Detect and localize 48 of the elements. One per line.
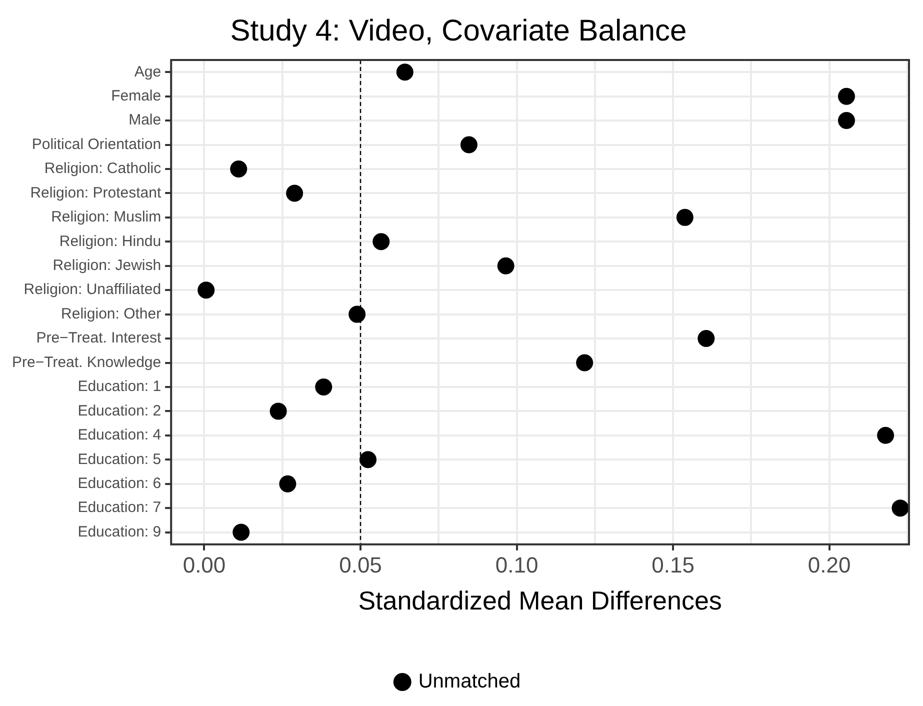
- y-tick-label: Education: 1: [78, 378, 162, 396]
- x-tick-label: 0.00: [182, 552, 226, 578]
- y-tick-label: Religion: Catholic: [44, 160, 162, 178]
- y-tick-label: Education: 2: [78, 402, 162, 420]
- y-tick-label: Male: [128, 112, 162, 129]
- x-tick-label: 0.20: [808, 552, 851, 578]
- point: [460, 136, 478, 154]
- x-axis-title: Standardized Mean Differences: [358, 586, 722, 616]
- point: [232, 524, 250, 541]
- y-tick-label: Education: 7: [78, 499, 162, 516]
- y-tick-label: Age: [134, 63, 162, 80]
- y-tick-label: Political Orientation: [32, 136, 162, 153]
- point: [372, 233, 390, 250]
- y-tick-label: Religion: Muslim: [51, 208, 162, 226]
- y-tick-label: Education: 5: [78, 450, 162, 468]
- point: [348, 306, 366, 323]
- point: [198, 282, 215, 299]
- y-tick-label: Religion: Protestant: [30, 184, 162, 202]
- point: [279, 475, 296, 492]
- point: [270, 402, 287, 420]
- point: [360, 451, 377, 468]
- y-tick-label: Religion: Unaffiliated: [24, 281, 162, 298]
- point: [230, 160, 248, 178]
- x-tick-label: 0.10: [495, 552, 538, 578]
- legend-label: Unmatched: [418, 670, 521, 693]
- point: [676, 208, 694, 226]
- chart-title: Study 4: Video, Covariate Balance: [230, 14, 687, 48]
- x-tick-label: 0.05: [339, 552, 382, 578]
- y-tick-label: Pre−Treat. Knowledge: [12, 354, 162, 371]
- y-tick-label: Female: [111, 87, 162, 104]
- point: [877, 426, 894, 444]
- point: [396, 64, 414, 81]
- point: [892, 500, 909, 517]
- point: [286, 184, 304, 202]
- x-tick-label: 0.15: [652, 552, 694, 578]
- y-tick-label: Religion: Jewish: [52, 257, 162, 274]
- point: [497, 257, 514, 274]
- y-tick-label: Pre−Treat. Interest: [36, 330, 162, 347]
- y-tick-label: Religion: Hindu: [59, 232, 162, 250]
- point: [838, 112, 855, 130]
- point: [698, 330, 715, 348]
- y-tick-label: Education: 6: [78, 474, 162, 492]
- point: [576, 354, 594, 372]
- point: [315, 378, 332, 396]
- y-tick-label: Education: 9: [78, 523, 162, 540]
- y-tick-label: Religion: Other: [61, 305, 162, 322]
- y-tick-label: Education: 4: [78, 426, 162, 444]
- point: [838, 88, 855, 105]
